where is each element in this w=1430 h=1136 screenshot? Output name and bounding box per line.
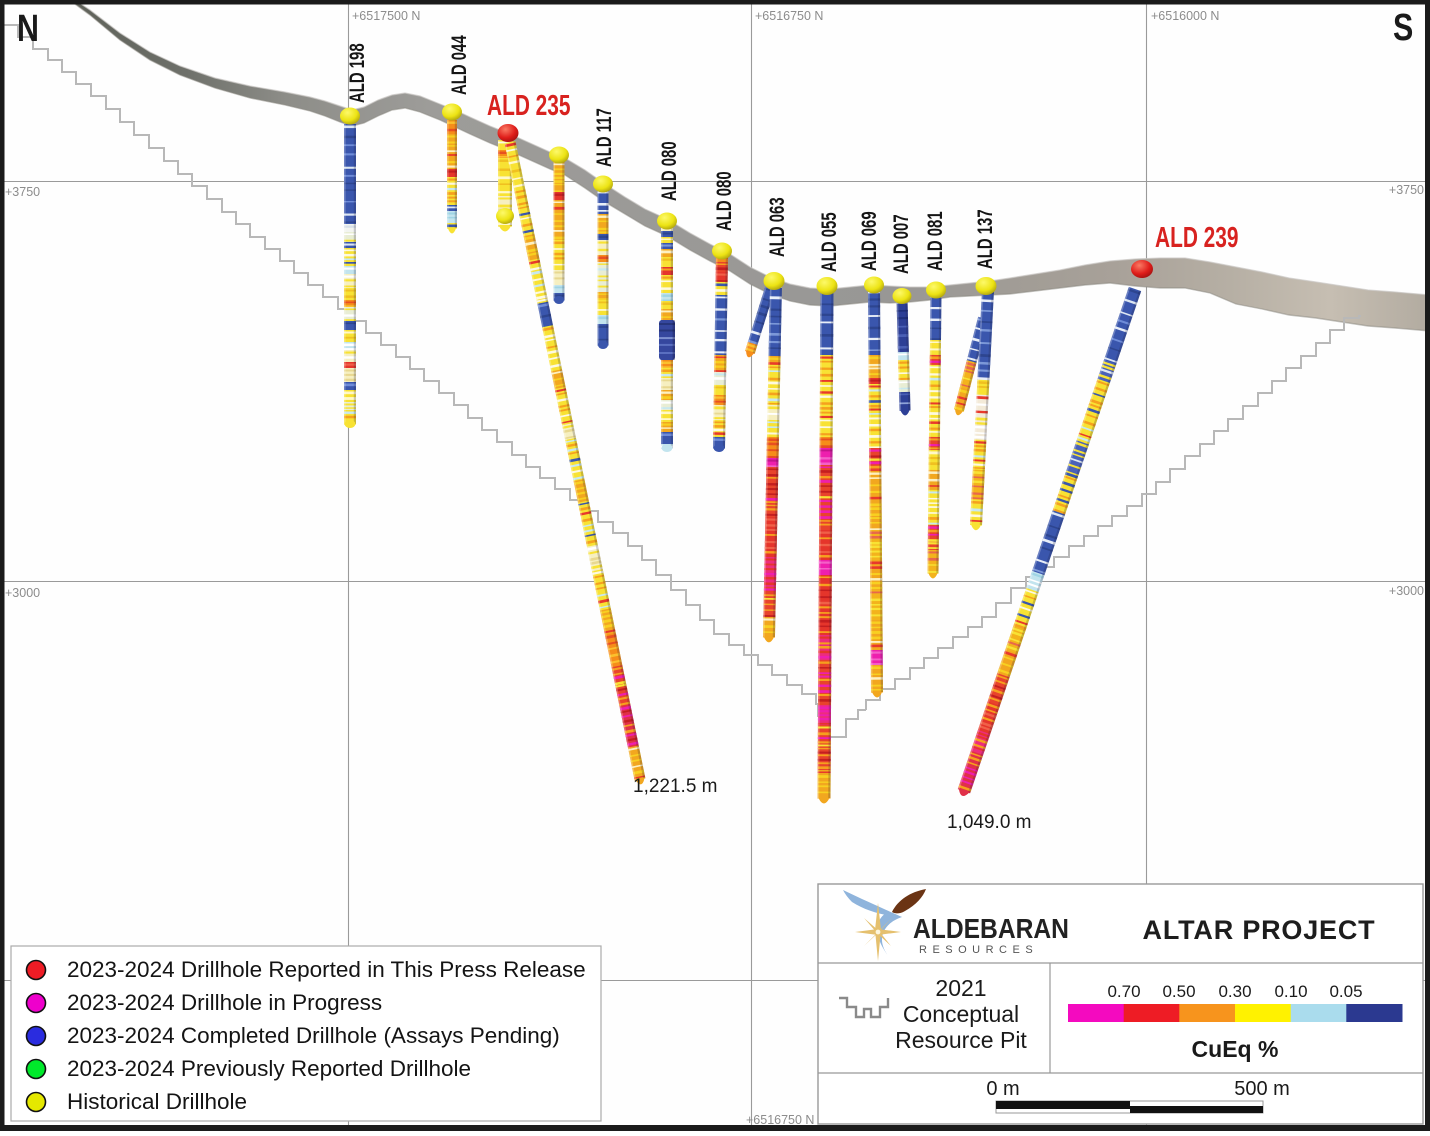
svg-text:ALD 137: ALD 137	[974, 209, 997, 269]
svg-text:ALD 080: ALD 080	[658, 141, 681, 201]
svg-text:ALD 069: ALD 069	[858, 211, 881, 271]
svg-text:1,049.0 m: 1,049.0 m	[947, 812, 1032, 833]
svg-text:RESOURCES: RESOURCES	[919, 944, 1038, 956]
svg-text:+3750: +3750	[5, 185, 40, 199]
svg-text:+6517500 N: +6517500 N	[352, 9, 420, 23]
svg-text:+3750: +3750	[1389, 183, 1424, 197]
svg-text:ALD 080: ALD 080	[713, 171, 736, 231]
svg-text:ALD 239: ALD 239	[1155, 222, 1238, 254]
svg-text:+3000: +3000	[5, 586, 40, 600]
svg-text:2023-2024 Drillhole Reported i: 2023-2024 Drillhole Reported in This Pre…	[67, 957, 586, 982]
svg-text:0.05: 0.05	[1329, 982, 1362, 1001]
svg-text:S: S	[1393, 7, 1413, 49]
svg-text:ALD 081: ALD 081	[924, 211, 947, 271]
svg-text:ALD 235: ALD 235	[487, 90, 570, 122]
svg-text:ALD 198: ALD 198	[346, 43, 369, 103]
svg-text:+6516000 N: +6516000 N	[1151, 9, 1219, 23]
svg-text:+6516750 N: +6516750 N	[746, 1113, 814, 1127]
svg-text:+6516750 N: +6516750 N	[755, 9, 823, 23]
svg-text:0.50: 0.50	[1162, 982, 1195, 1001]
svg-text:ALD 055: ALD 055	[818, 212, 841, 272]
svg-text:ALD 007: ALD 007	[890, 214, 913, 274]
svg-text:0.10: 0.10	[1274, 982, 1307, 1001]
svg-text:CuEq %: CuEq %	[1192, 1036, 1279, 1062]
svg-text:2023-2024 Completed Drillhole: 2023-2024 Completed Drillhole (Assays Pe…	[67, 1023, 560, 1048]
svg-text:Historical Drillhole: Historical Drillhole	[67, 1089, 247, 1114]
svg-text:Conceptual: Conceptual	[903, 1001, 1019, 1027]
svg-text:N: N	[17, 8, 39, 50]
svg-text:ALD 063: ALD 063	[766, 197, 789, 257]
svg-text:2023-2024 Drillhole in Progres: 2023-2024 Drillhole in Progress	[67, 990, 382, 1015]
svg-text:2021: 2021	[935, 975, 986, 1001]
svg-text:2023-2024 Previously Reported: 2023-2024 Previously Reported Drillhole	[67, 1056, 471, 1081]
svg-text:ALD 117: ALD 117	[593, 108, 616, 167]
svg-text:500 m: 500 m	[1234, 1078, 1290, 1100]
svg-text:ALDEBARAN: ALDEBARAN	[913, 913, 1069, 945]
svg-text:0.30: 0.30	[1218, 982, 1251, 1001]
svg-text:0 m: 0 m	[986, 1078, 1019, 1100]
svg-text:ALTAR PROJECT: ALTAR PROJECT	[1143, 915, 1376, 945]
svg-text:1,221.5 m: 1,221.5 m	[633, 776, 718, 797]
svg-text:0.70: 0.70	[1107, 982, 1140, 1001]
svg-text:ALD 044: ALD 044	[448, 35, 471, 95]
svg-text:+3000: +3000	[1389, 584, 1424, 598]
svg-text:Resource Pit: Resource Pit	[895, 1027, 1027, 1053]
